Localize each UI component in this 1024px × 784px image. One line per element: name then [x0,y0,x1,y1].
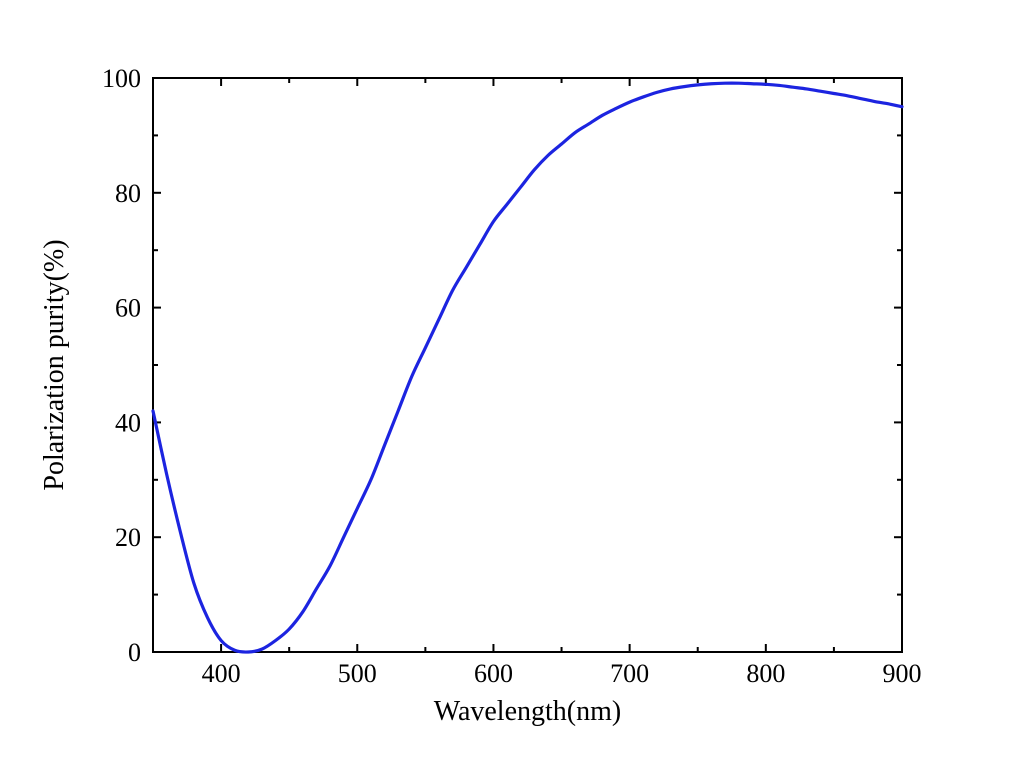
x-tick-label: 500 [338,659,377,688]
y-tick-label: 20 [115,523,141,552]
polarization-chart: 400 500 600 700 800 900 0 20 40 60 80 100 Wavelength… [0,0,1024,784]
x-tick-label: 600 [474,659,513,688]
x-tick-label: 800 [746,659,785,688]
x-axis-title: Wavelength(nm) [434,696,621,727]
y-axis-title: Polarization purity(%) [39,239,70,490]
x-tick-label: 900 [883,659,922,688]
chart-container: 400 500 600 700 800 900 0 20 40 60 80 100 Wavelength… [0,0,1024,784]
y-tick-label: 0 [128,638,141,667]
x-tick-label: 700 [610,659,649,688]
y-tick-label: 100 [102,64,141,93]
x-tick-label: 400 [202,659,241,688]
y-tick-label: 60 [115,294,141,323]
y-tick-label: 40 [115,408,141,437]
y-tick-label: 80 [115,179,141,208]
